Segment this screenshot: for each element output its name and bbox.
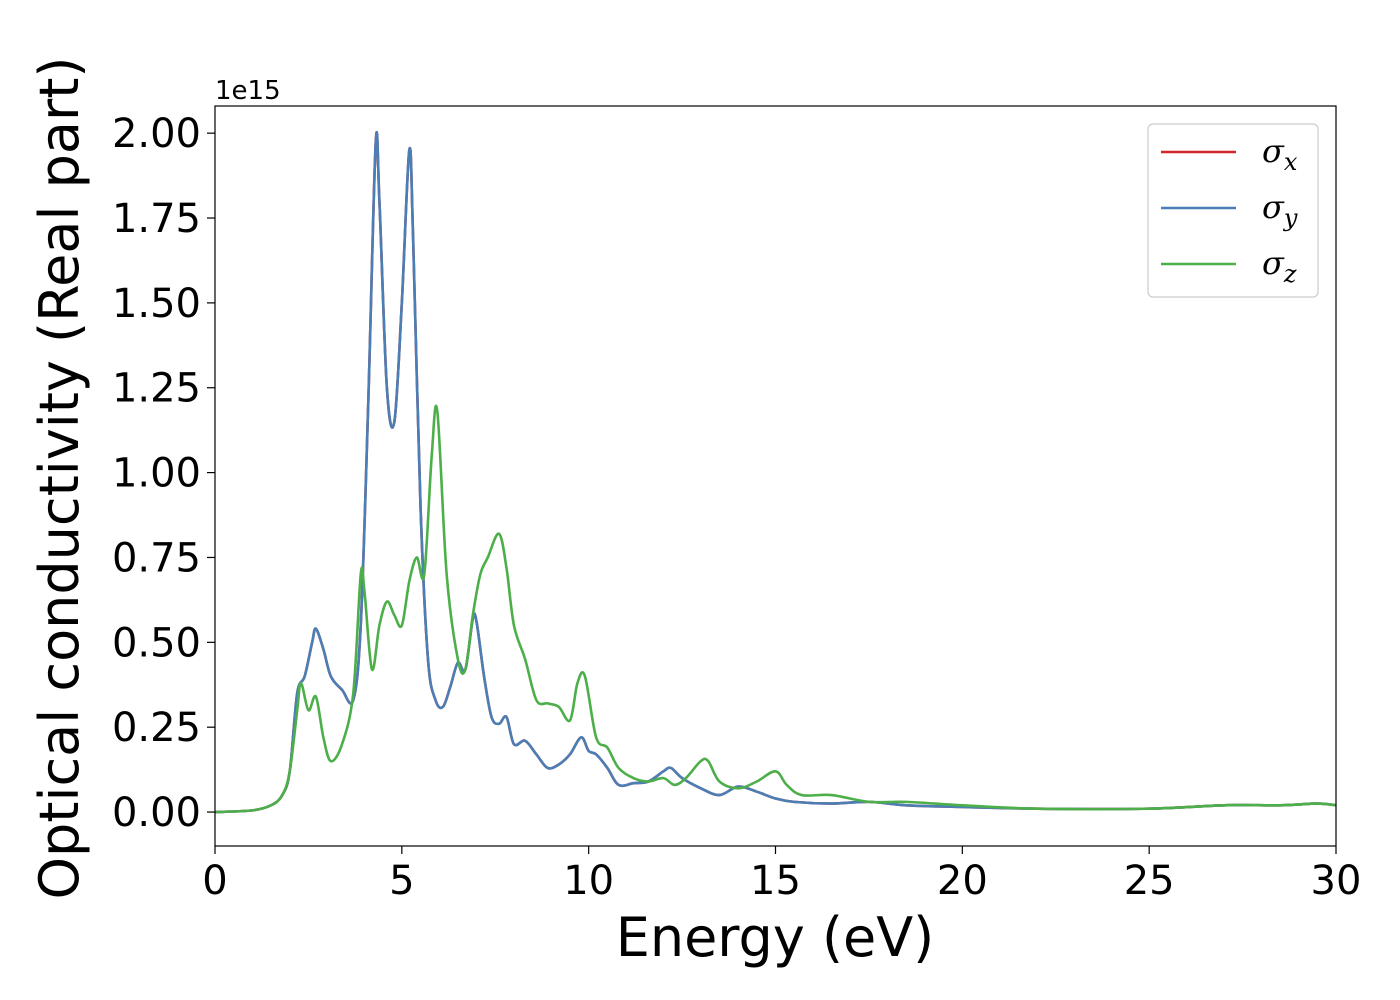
y-tick-label: 0.25 (112, 705, 201, 751)
y-axis-title: Optical conductivity (Real part) (28, 57, 91, 900)
legend-label-z: σz (1262, 244, 1297, 288)
y-axis: 0.00 0.25 0.50 0.75 1.00 1.25 1.50 1.75 2.00 (112, 111, 215, 836)
series-layer (215, 131, 1336, 814)
x-tick-label: 5 (389, 858, 414, 904)
x-tick-label: 20 (937, 858, 988, 904)
x-tick-label: 0 (202, 858, 227, 904)
legend: σx σy σz (1147, 123, 1319, 298)
x-tick-label: 10 (563, 858, 614, 904)
y-tick-label: 0.75 (112, 535, 201, 581)
x-tick-label: 25 (1124, 858, 1175, 904)
series-line-z (215, 404, 1336, 814)
y-offset-label: 1e15 (215, 76, 281, 106)
legend-box (1147, 123, 1319, 298)
y-tick-label: 0.50 (112, 620, 201, 666)
y-tick-label: 1.25 (112, 366, 201, 412)
legend-label-x: σx (1262, 132, 1298, 176)
y-tick-label: 1.75 (112, 196, 201, 242)
y-tick-label: 1.00 (112, 451, 201, 497)
y-tick-label: 2.00 (112, 111, 201, 157)
y-tick-label: 0.00 (112, 790, 201, 836)
x-tick-label: 15 (750, 858, 801, 904)
x-axis: 0 5 10 15 20 25 30 (202, 846, 1361, 904)
x-tick-label: 30 (1311, 858, 1362, 904)
y-tick-label: 1.50 (112, 281, 201, 327)
x-axis-title: Energy (eV) (616, 906, 935, 969)
legend-label-y: σy (1262, 188, 1298, 232)
